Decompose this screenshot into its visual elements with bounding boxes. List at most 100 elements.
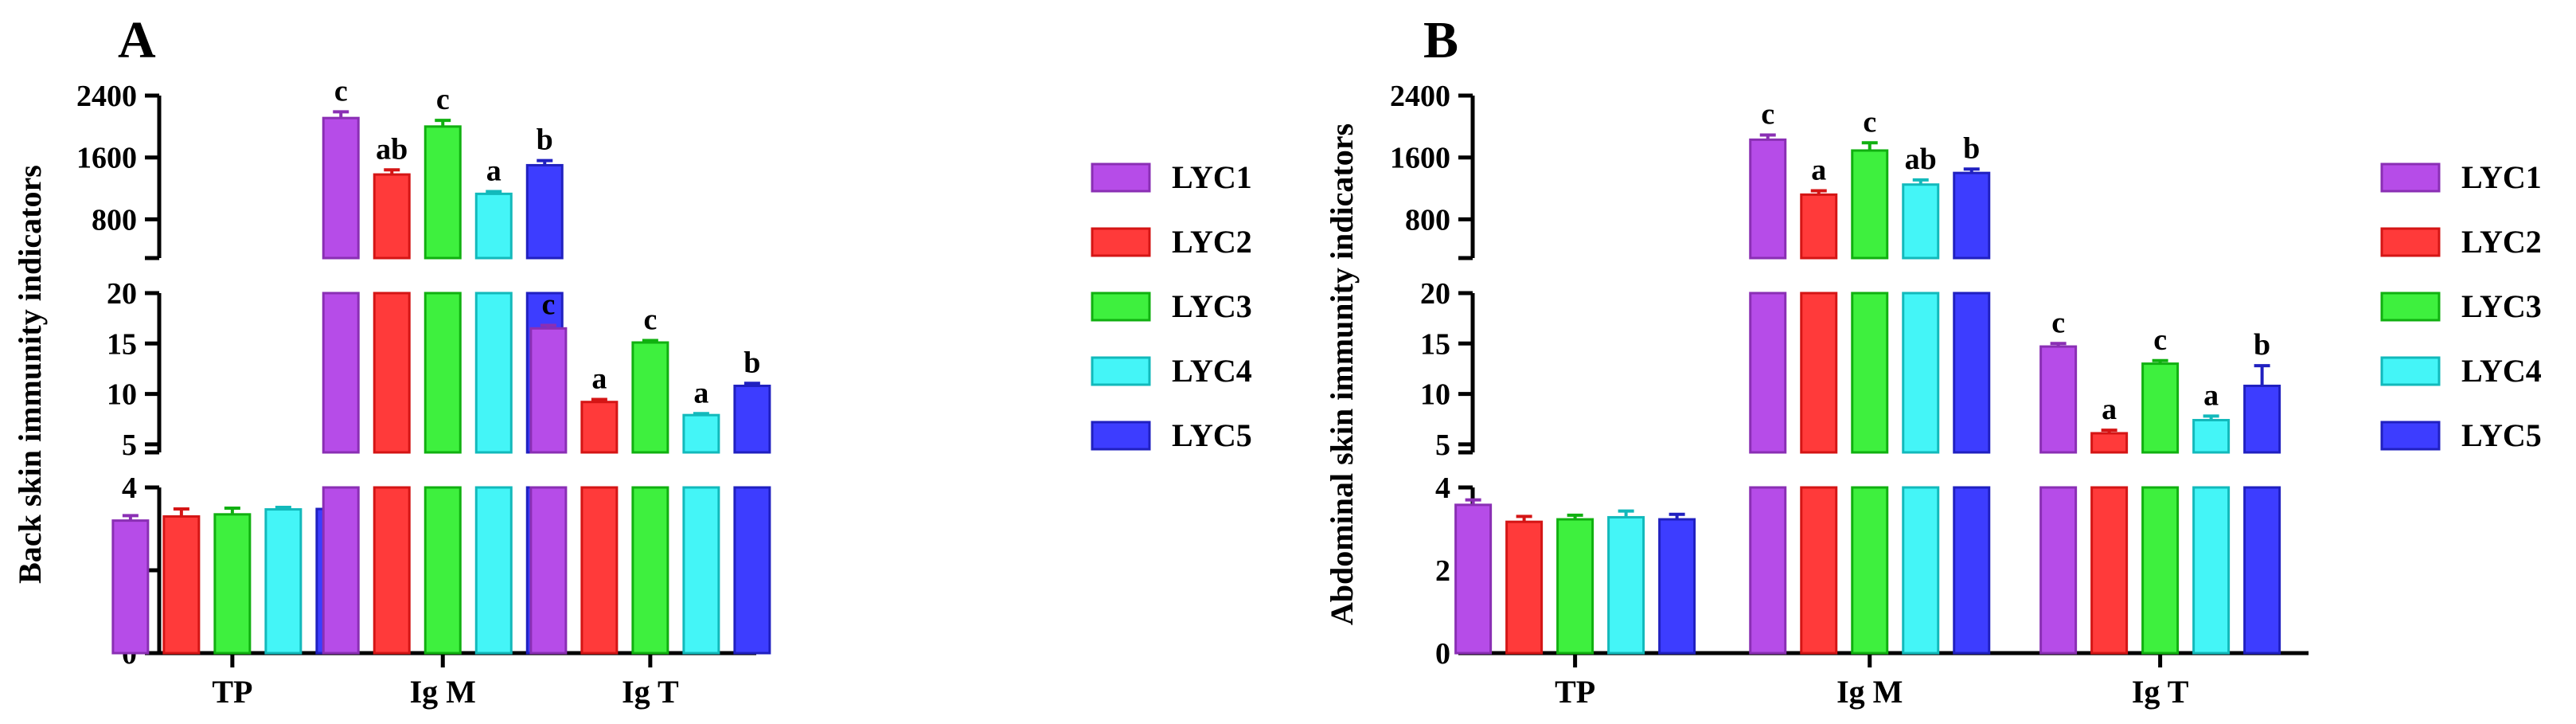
y-axis-label: Abdominal skin immunity indicators [1324, 123, 1360, 625]
legend-swatch [1091, 162, 1151, 193]
bar [1902, 292, 1940, 454]
y-tick-label: 10 [1420, 378, 1450, 412]
bar [1902, 183, 1940, 260]
bar [1556, 518, 1594, 655]
bar [423, 125, 462, 260]
bar [1953, 486, 1991, 655]
panel-b: B Abdominal skin immunity indicators 0 2 4 5 1… [1324, 11, 2542, 710]
x-tick-label: Ig M [410, 674, 476, 710]
bar [733, 384, 771, 454]
bar [474, 192, 513, 260]
significance-letter: c [1863, 105, 1876, 139]
bar [529, 327, 568, 454]
bar [373, 292, 411, 454]
bar [1953, 292, 1991, 454]
bar [322, 486, 360, 655]
significance-letter: b [537, 123, 553, 157]
bar [2243, 384, 2281, 454]
bar [1800, 193, 1838, 260]
bar [2243, 486, 2281, 655]
bar [733, 486, 771, 655]
bar [2090, 432, 2129, 454]
significance-letter: a [2203, 378, 2219, 412]
bar [529, 486, 568, 655]
bar [1851, 149, 1889, 260]
y-tick-label: 1600 [76, 142, 137, 175]
bar [373, 486, 411, 655]
bar [2090, 486, 2129, 655]
bar [474, 292, 513, 454]
bar [2192, 486, 2231, 655]
bar [631, 341, 669, 454]
bar [580, 486, 619, 655]
bar [213, 513, 252, 655]
bar [1902, 486, 1940, 655]
legend-swatch [2380, 421, 2441, 451]
bar [2141, 362, 2180, 454]
legend-swatch [1091, 292, 1151, 322]
legend-label: LYC4 [2461, 353, 2542, 389]
significance-letter: a [591, 362, 607, 396]
bar [1658, 518, 1696, 655]
y-tick-label: 800 [92, 203, 137, 237]
legend-swatch [1091, 421, 1151, 451]
x-tick-label: Ig T [2132, 674, 2189, 710]
panel-label: A [118, 11, 156, 69]
y-tick-label: 1600 [1390, 142, 1450, 175]
legend-swatch [2380, 292, 2441, 322]
y-tick-label: 4 [122, 472, 137, 505]
significance-letter: c [1761, 98, 1774, 131]
significance-letter: ab [1905, 143, 1937, 176]
y-tick-label: 15 [1420, 327, 1450, 361]
bar [2192, 418, 2231, 454]
bar [423, 292, 462, 454]
bar [1454, 503, 1493, 655]
x-tick-label: TP [212, 674, 252, 710]
bar [162, 515, 201, 655]
legend-label: LYC1 [1172, 159, 1252, 195]
legend-label: LYC3 [1172, 288, 1252, 324]
y-tick-label: 10 [107, 378, 137, 412]
bar [1851, 292, 1889, 454]
bar [373, 173, 411, 260]
significance-letter: c [2153, 323, 2167, 357]
significance-letter: c [643, 303, 657, 336]
y-tick-label: 15 [107, 327, 137, 361]
bar [2039, 345, 2078, 454]
legend-swatch [2380, 227, 2441, 257]
significance-letter: b [2254, 328, 2270, 362]
legend-label: LYC2 [2461, 224, 2542, 260]
bar [322, 116, 360, 260]
bar [111, 519, 150, 655]
legend-swatch [1091, 356, 1151, 386]
x-tick-label: TP [1555, 674, 1595, 710]
legend-label: LYC4 [1172, 353, 1252, 389]
x-tick-label: Ig M [1836, 674, 1903, 710]
legend-swatch [1091, 227, 1151, 257]
bar [2141, 486, 2180, 655]
significance-letter: a [2102, 393, 2117, 426]
significance-letter: b [744, 346, 760, 379]
legend-swatch [2380, 162, 2441, 193]
y-axis-label: Back skin immunity indicators [12, 165, 48, 584]
y-tick-label: 2400 [76, 80, 137, 113]
bar [1607, 515, 1645, 655]
bar [1749, 486, 1787, 655]
y-tick-label: 20 [1420, 277, 1450, 311]
bar [2039, 486, 2078, 655]
x-tick-label: Ig T [622, 674, 679, 710]
panel-label: B [1423, 11, 1458, 69]
y-tick-label: 20 [107, 277, 137, 311]
bar [525, 163, 564, 260]
legend-label: LYC2 [1172, 224, 1252, 260]
bar [1800, 292, 1838, 454]
bar [1953, 171, 1991, 260]
legend-label: LYC1 [2461, 159, 2542, 195]
y-tick-label: 2400 [1390, 80, 1450, 113]
significance-letter: a [1811, 153, 1826, 186]
bar [264, 508, 302, 655]
bar [682, 413, 720, 454]
bar [474, 486, 513, 655]
significance-letter: a [486, 154, 502, 187]
